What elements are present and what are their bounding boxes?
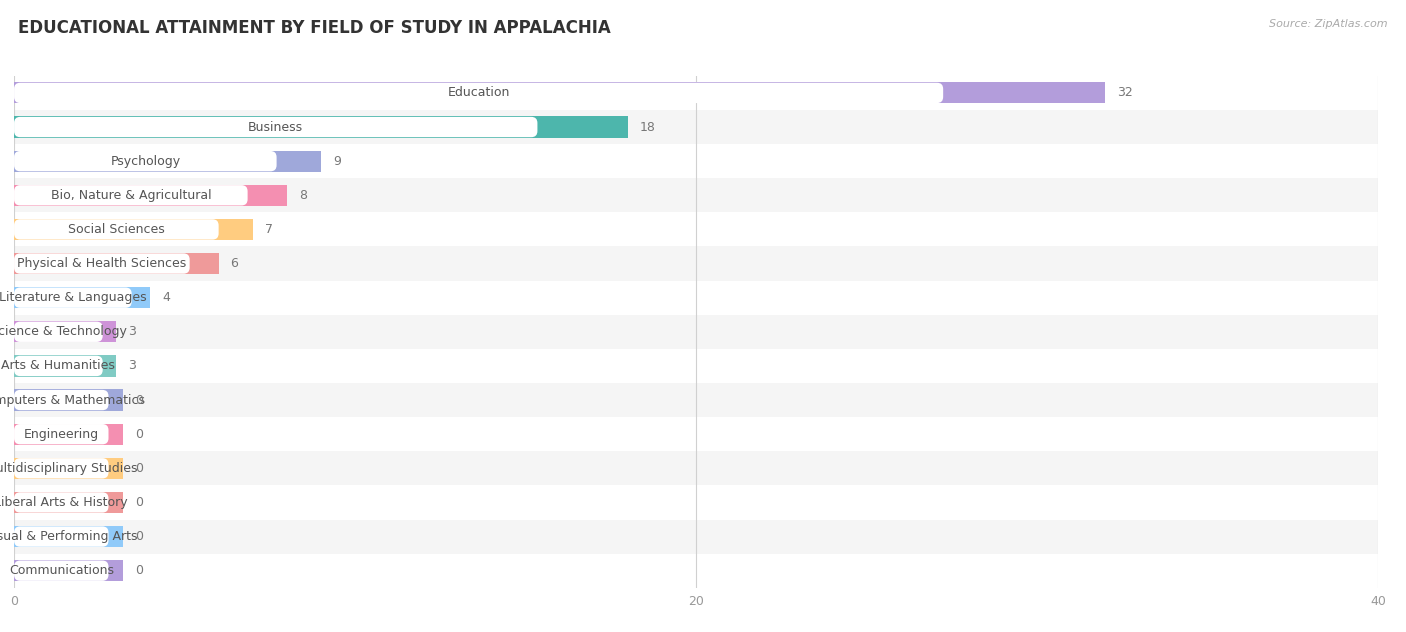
Bar [14,287,150,308]
Text: 0: 0 [135,564,143,577]
Bar [14,423,124,445]
FancyBboxPatch shape [14,424,108,444]
Text: Business: Business [249,121,304,133]
Text: Computers & Mathematics: Computers & Mathematics [0,394,145,406]
FancyBboxPatch shape [14,117,537,137]
Text: 0: 0 [135,462,143,475]
FancyBboxPatch shape [14,458,108,478]
Text: Arts & Humanities: Arts & Humanities [1,360,115,372]
Bar [14,417,1378,451]
FancyBboxPatch shape [14,322,103,342]
Bar [14,150,321,172]
Bar [14,554,1378,588]
Bar [14,355,117,377]
Text: Psychology: Psychology [110,155,180,167]
Bar [14,485,1378,520]
Bar [14,82,1105,104]
Text: Visual & Performing Arts: Visual & Performing Arts [0,530,138,543]
Bar [14,281,1378,315]
Text: 6: 6 [231,257,239,270]
FancyBboxPatch shape [14,83,943,103]
Bar [14,246,1378,281]
FancyBboxPatch shape [14,151,277,171]
FancyBboxPatch shape [14,288,132,308]
Bar [14,526,124,547]
Bar [14,451,1378,485]
Text: 18: 18 [640,121,655,133]
Text: Source: ZipAtlas.com: Source: ZipAtlas.com [1270,19,1388,29]
FancyBboxPatch shape [14,561,108,581]
Text: Physical & Health Sciences: Physical & Health Sciences [17,257,187,270]
Text: Bio, Nature & Agricultural: Bio, Nature & Agricultural [51,189,211,202]
FancyBboxPatch shape [14,253,190,274]
Text: Education: Education [447,87,510,99]
Bar [14,492,124,513]
Text: EDUCATIONAL ATTAINMENT BY FIELD OF STUDY IN APPALACHIA: EDUCATIONAL ATTAINMENT BY FIELD OF STUDY… [18,19,612,37]
Text: 8: 8 [298,189,307,202]
Text: 0: 0 [135,428,143,441]
Bar [14,321,117,343]
Bar [14,560,124,581]
Bar [14,178,1378,212]
Bar [14,76,1378,110]
Bar [14,315,1378,349]
Text: 3: 3 [128,360,136,372]
Bar [14,458,124,479]
FancyBboxPatch shape [14,185,247,205]
FancyBboxPatch shape [14,492,108,513]
Text: Liberal Arts & History: Liberal Arts & History [0,496,128,509]
FancyBboxPatch shape [14,526,108,547]
Bar [14,116,627,138]
Bar [14,349,1378,383]
Bar [14,185,287,206]
Text: 4: 4 [162,291,170,304]
FancyBboxPatch shape [14,390,108,410]
Bar [14,219,253,240]
Bar [14,212,1378,246]
Text: Social Sciences: Social Sciences [67,223,165,236]
Bar [14,253,219,274]
FancyBboxPatch shape [14,356,103,376]
Text: 0: 0 [135,530,143,543]
Bar [14,520,1378,554]
Bar [14,144,1378,178]
Text: Communications: Communications [8,564,114,577]
Bar [14,389,124,411]
Text: Engineering: Engineering [24,428,98,441]
FancyBboxPatch shape [14,219,219,240]
Text: 32: 32 [1116,87,1133,99]
Bar [14,383,1378,417]
Text: Multidisciplinary Studies: Multidisciplinary Studies [0,462,138,475]
Text: 0: 0 [135,394,143,406]
Text: Literature & Languages: Literature & Languages [0,291,146,304]
Text: 0: 0 [135,496,143,509]
Text: Science & Technology: Science & Technology [0,325,127,338]
Text: 9: 9 [333,155,340,167]
Text: 3: 3 [128,325,136,338]
Text: 7: 7 [264,223,273,236]
Bar [14,110,1378,144]
